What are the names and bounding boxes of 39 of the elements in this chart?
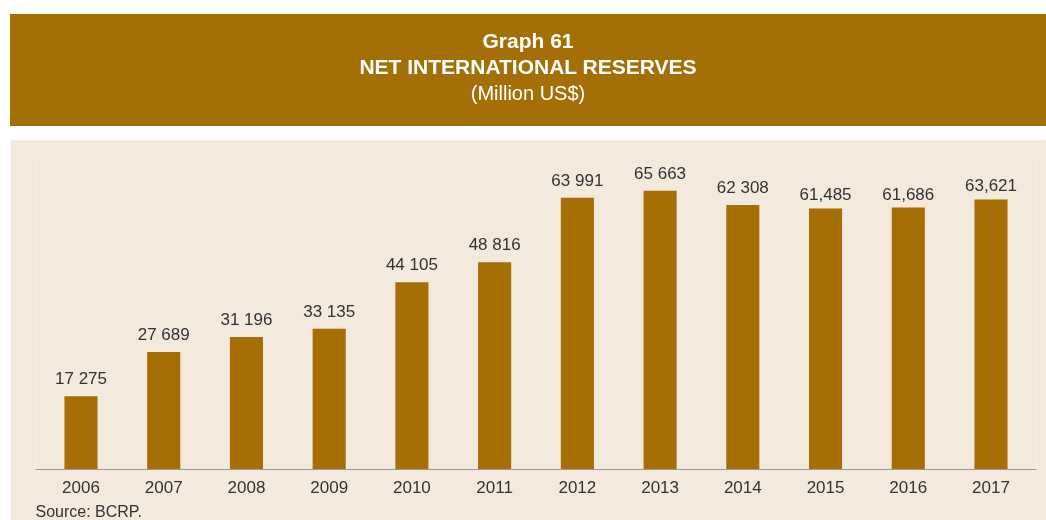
data-label: 65 663 [634,163,687,183]
bar [312,328,346,470]
data-label: 63,621 [965,176,1017,196]
bar [395,282,429,470]
data-label: 17 275 [55,369,107,389]
bar [726,204,760,470]
bar [891,207,925,470]
x-tick-label: 2011 [476,477,513,497]
x-tick-label: 2013 [641,477,680,497]
source-note: Source: BCRP. [35,502,142,520]
data-label: 27 689 [137,324,190,344]
data-label: 33 135 [303,301,356,321]
x-tick-label: 2010 [393,477,431,497]
x-tick-label: 2017 [972,477,1010,497]
x-tick-label: 2015 [806,477,845,497]
data-label: 48 816 [468,235,521,255]
bar [229,337,263,470]
data-label: 61,686 [882,184,935,204]
bar [974,199,1008,470]
bar [147,351,181,470]
x-tick-label: 2009 [310,477,349,497]
chart-subtitle: (Million US$) [469,81,587,106]
x-tick-label: 2006 [62,477,100,497]
data-label: 63 991 [551,170,604,190]
bar [809,208,843,470]
chart-title: Graph 61 NET INTERNATIONAL RESERVES [358,28,698,80]
data-label: 62 308 [716,177,769,197]
x-tick-label: 2016 [889,477,928,497]
x-tick-label: 2008 [227,477,266,497]
bar [64,396,98,470]
x-tick-label: 2012 [558,477,597,497]
bar [478,262,512,470]
bar [643,190,677,470]
data-label: 61,485 [799,185,852,205]
x-tick-label: 2007 [144,477,183,497]
bar [560,197,594,470]
data-label: 44 105 [385,255,438,275]
x-tick-label: 2014 [723,477,762,497]
data-label: 31 196 [220,310,273,330]
